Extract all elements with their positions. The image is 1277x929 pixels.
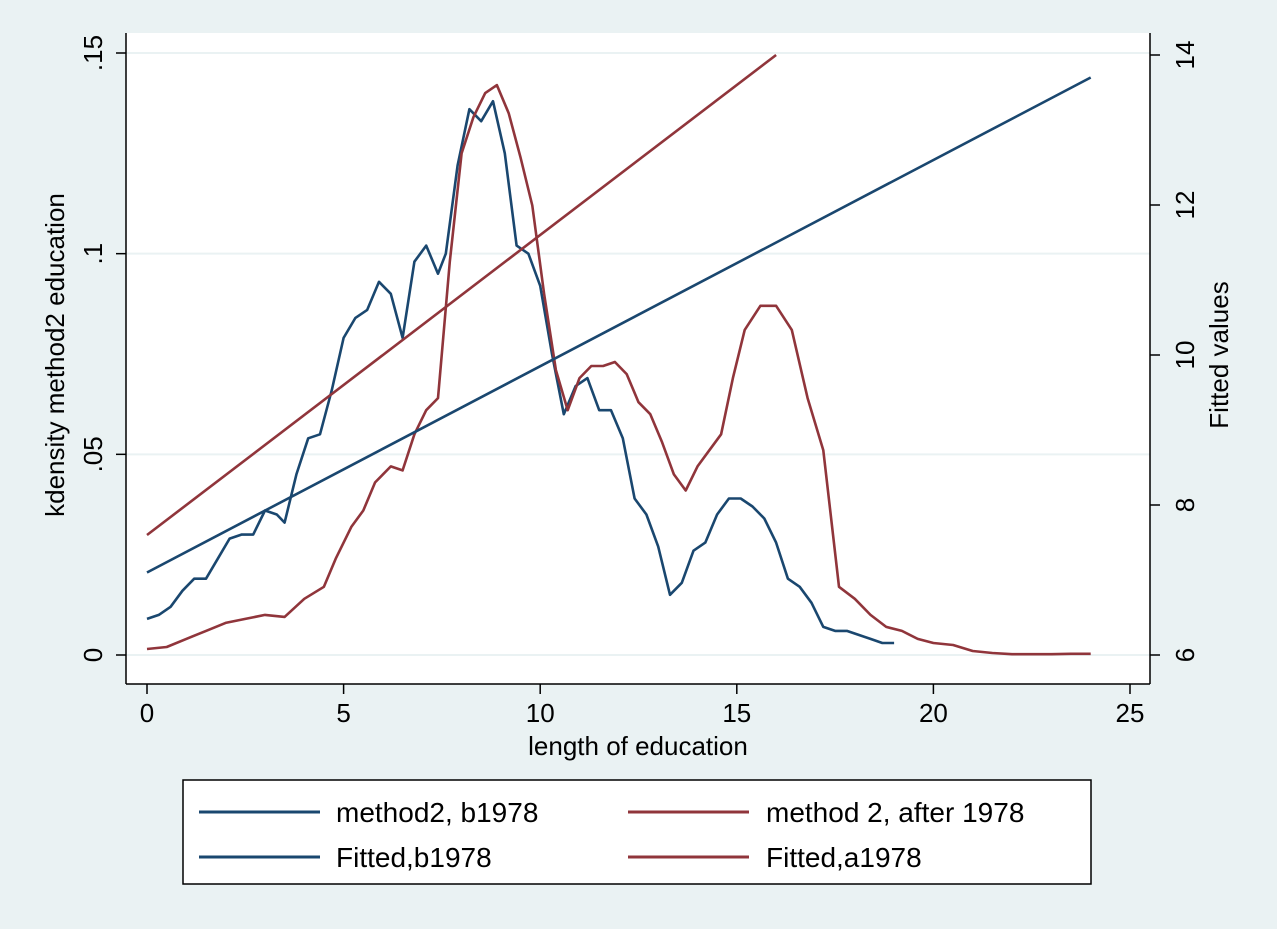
y-right-tick-label-2: 10 xyxy=(1170,341,1200,370)
y-left-tick-label-1: .05 xyxy=(78,436,108,472)
y-left-tick-label-2: .1 xyxy=(78,243,108,265)
y-right-tick-label-3: 12 xyxy=(1170,191,1200,220)
series-line-0 xyxy=(146,99,895,645)
x-tick-label-5: 25 xyxy=(1116,698,1145,728)
axes xyxy=(125,33,1151,685)
series-line-3 xyxy=(146,53,777,537)
x-tick-label-3: 15 xyxy=(722,698,751,728)
legend-label-fitted-b1978: Fitted,b1978 xyxy=(336,842,492,873)
y-left-tick-label-0: 0 xyxy=(78,648,108,662)
ticks: 0 5 10 15 20 25 0 .05 .1 .15 6 8 10 12 14 xyxy=(78,35,1200,728)
gridlines xyxy=(126,52,1150,656)
legend-label-method2-after1978: method 2, after 1978 xyxy=(766,797,1024,828)
x-axis-title: length of education xyxy=(528,731,748,761)
series-line-2 xyxy=(146,76,1092,574)
series-line-1 xyxy=(146,83,1091,656)
y-right-tick-label-1: 8 xyxy=(1170,498,1200,512)
x-tick-label-0: 0 xyxy=(140,698,154,728)
y-right-axis-title: Fitted values xyxy=(1204,281,1234,428)
x-tick-label-1: 5 xyxy=(336,698,350,728)
legend-label-method2-b1978: method2, b1978 xyxy=(336,797,538,828)
x-tick-label-2: 10 xyxy=(526,698,555,728)
y-right-tick-label-4: 14 xyxy=(1170,41,1200,70)
x-tick-label-4: 20 xyxy=(919,698,948,728)
series-lines xyxy=(146,53,1092,656)
legend-label-fitted-a1978: Fitted,a1978 xyxy=(766,842,922,873)
legend: method2, b1978 method 2, after 1978 Fitt… xyxy=(182,779,1092,885)
y-left-tick-label-3: .15 xyxy=(78,35,108,71)
legend-box xyxy=(182,779,1092,885)
y-right-tick-label-0: 6 xyxy=(1170,648,1200,662)
y-left-axis-title: kdensity method2 education xyxy=(40,193,70,517)
plot-area xyxy=(126,33,1150,684)
